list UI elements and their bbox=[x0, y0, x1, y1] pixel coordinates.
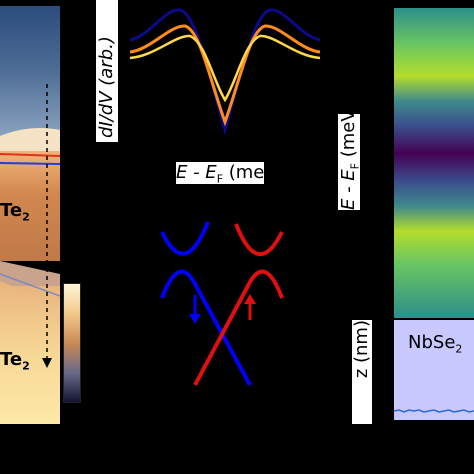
height-trace bbox=[394, 409, 474, 413]
didv-axis-label: dI/dV (arb.) bbox=[96, 0, 118, 142]
topography-image-panel: Te2 Te2 bbox=[0, 6, 60, 424]
spectrum-dark bbox=[129, 8, 321, 136]
material-label-bottom: Te2 bbox=[0, 349, 30, 373]
z-axis-label: z (nm) bbox=[352, 320, 372, 424]
band-schematic bbox=[160, 221, 284, 386]
colorbar bbox=[63, 283, 81, 403]
spectroscopy-map-panel bbox=[394, 8, 474, 318]
energy-axis-label-right: E - EF (meV bbox=[338, 114, 360, 210]
spectrum-yellow bbox=[129, 34, 321, 103]
material-label-top: Te2 bbox=[0, 200, 30, 224]
spectrum-orange bbox=[129, 24, 321, 127]
didv-spectra-plot bbox=[129, 8, 321, 136]
nbse2-label: NbSe2 bbox=[408, 332, 463, 356]
nbse2-panel: NbSe2 bbox=[394, 320, 474, 420]
energy-axis-label-mid: E - EF (meV bbox=[176, 162, 264, 184]
